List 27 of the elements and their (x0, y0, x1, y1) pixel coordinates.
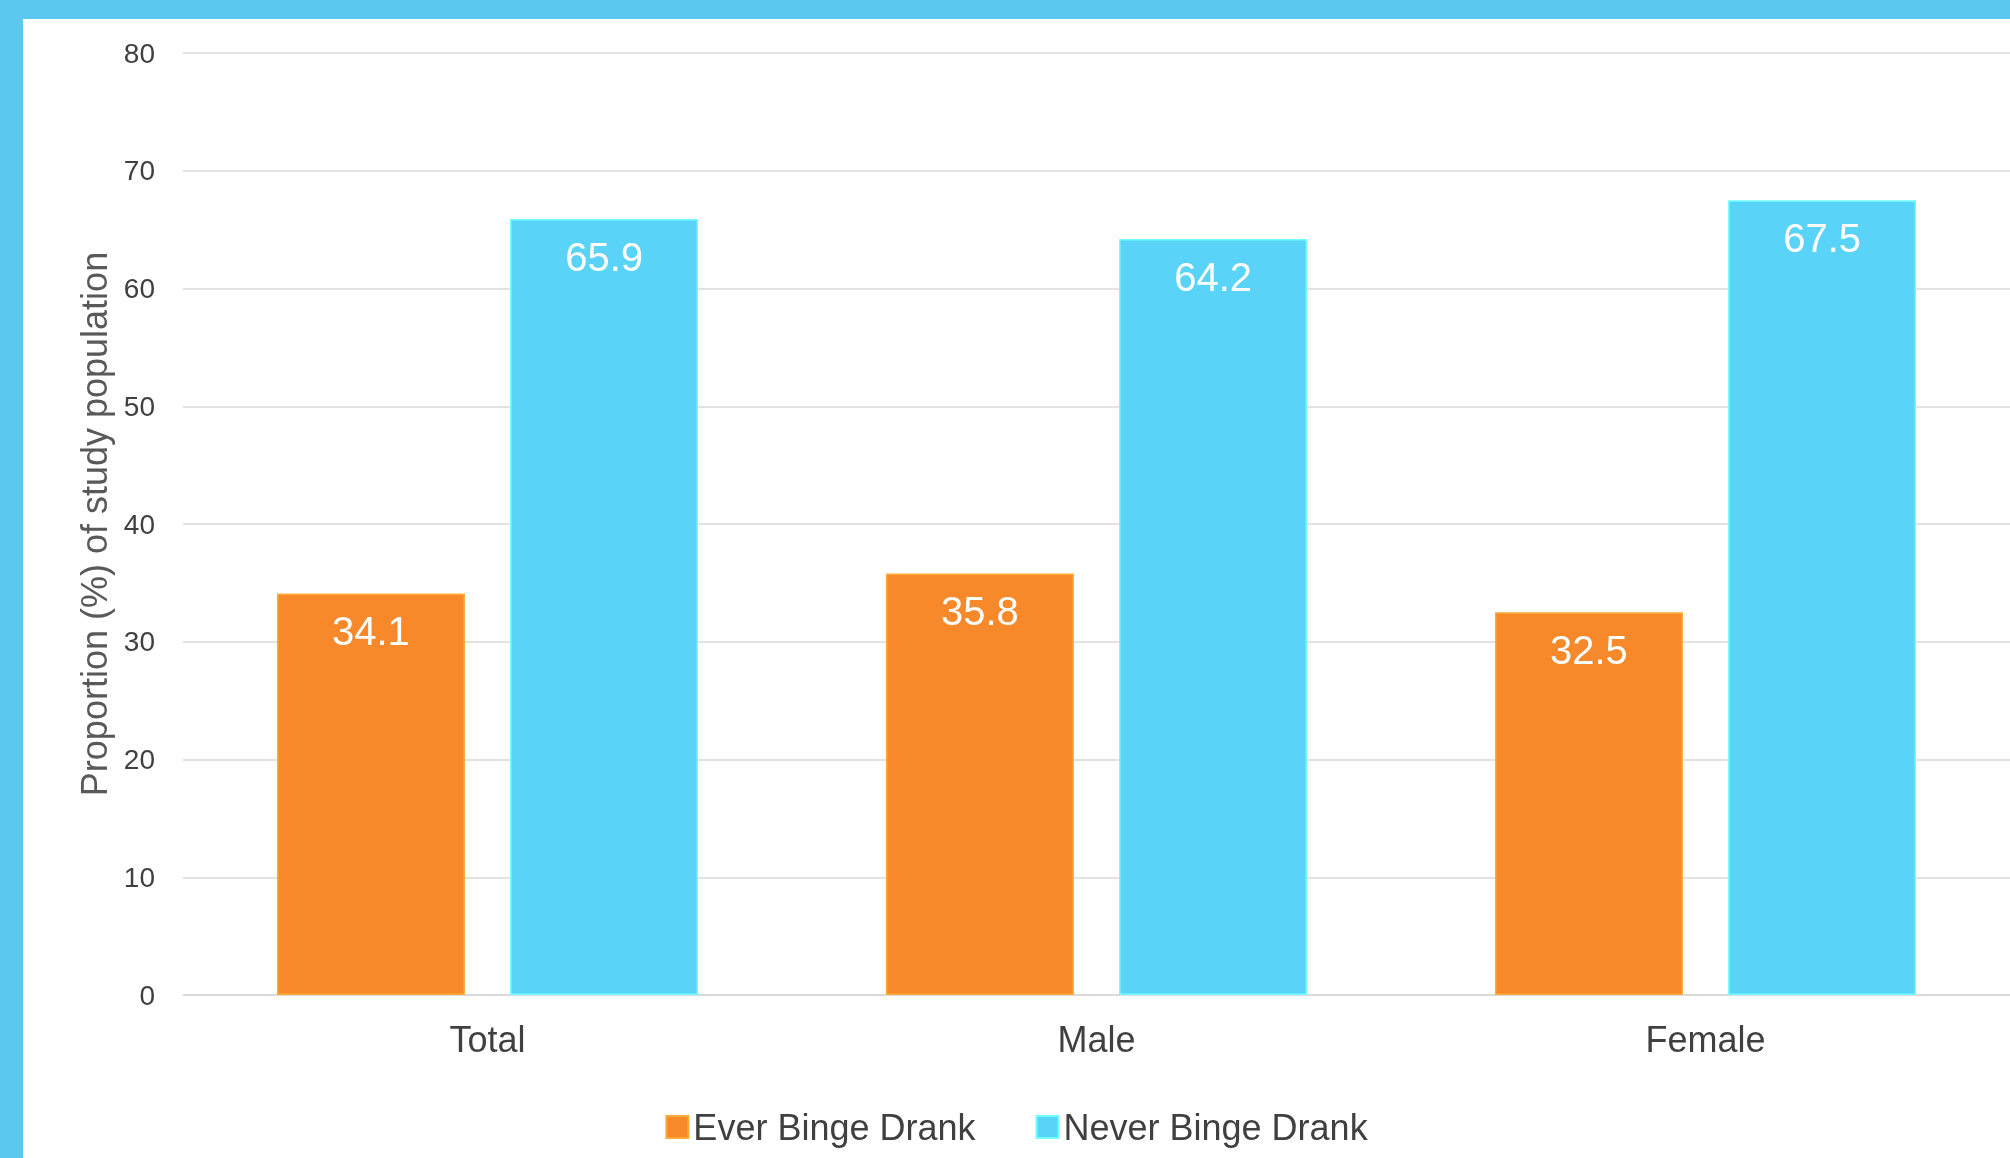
bar (1119, 239, 1308, 995)
data-label: 34.1 (332, 609, 410, 654)
data-label: 64.2 (1174, 255, 1252, 300)
data-label: 67.5 (1783, 216, 1861, 261)
legend-label: Never Binge Drank (1063, 1106, 1369, 1148)
bar (1728, 200, 1917, 995)
x-tick-label: Total (449, 1018, 526, 1060)
legend-label: Ever Binge Drank (693, 1106, 977, 1148)
data-label: 32.5 (1550, 628, 1628, 673)
y-tick-label: 30 (123, 626, 155, 658)
bar (885, 573, 1074, 995)
y-tick-label: 10 (123, 861, 155, 893)
x-tick-label: Female (1645, 1018, 1766, 1060)
x-tick-label: Male (1057, 1018, 1136, 1060)
y-tick-label: 0 (139, 979, 155, 1011)
y-tick-label: 60 (123, 273, 155, 304)
bar (510, 219, 699, 995)
y-tick-label: 50 (123, 390, 155, 422)
y-tick-label: 70 (123, 155, 155, 187)
bar (276, 593, 465, 995)
y-tick-label: 40 (123, 508, 155, 540)
y-tick-label: 20 (123, 744, 155, 775)
bar (1494, 612, 1683, 995)
y-tick-label: 80 (123, 37, 155, 69)
data-label: 35.8 (941, 589, 1019, 634)
y-axis-title: Proportion (%) of study population (74, 251, 116, 797)
data-label: 65.9 (565, 235, 643, 280)
